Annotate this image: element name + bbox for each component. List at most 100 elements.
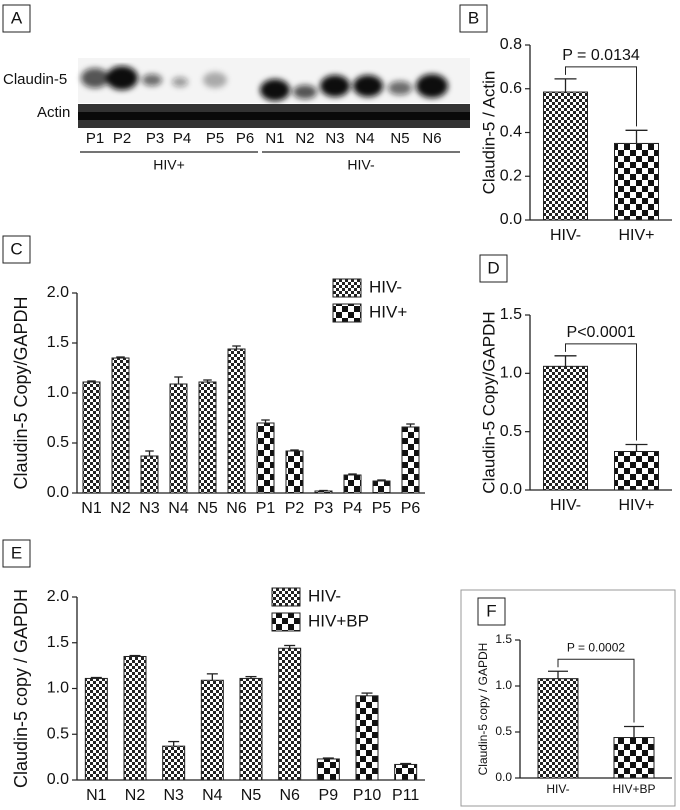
y-tick-label: 2.0	[47, 284, 69, 301]
error-bar	[168, 740, 180, 747]
x-tick-label: P3	[314, 500, 334, 517]
lane-label: P1	[86, 130, 104, 147]
x-tick-label: N3	[139, 500, 160, 517]
blot-bands	[81, 66, 448, 101]
panel-label: A	[11, 8, 23, 27]
p-value: P<0.0001	[567, 324, 636, 341]
error-bar	[624, 725, 644, 738]
panel-label-box	[2, 4, 31, 33]
x-tick-label: N2	[110, 500, 131, 517]
bar	[285, 450, 304, 494]
error-bar	[206, 673, 218, 681]
y-tick-label: 1.0	[500, 365, 522, 382]
x-tick-label: N1	[81, 500, 102, 517]
panel-label: D	[487, 258, 499, 277]
error-bar	[322, 757, 334, 759]
lane-label: N3	[325, 130, 344, 147]
x-tick-label: P9	[319, 787, 339, 804]
x-tick-label: P11	[392, 787, 419, 804]
legend-swatch	[332, 303, 362, 323]
error-bar	[348, 473, 357, 475]
row-label: Actin	[37, 104, 70, 121]
bar	[140, 455, 159, 494]
bar	[543, 365, 588, 491]
bar	[543, 91, 588, 221]
lane-label: P5	[206, 130, 224, 147]
error-bar	[400, 762, 412, 765]
y-axis-label: Claudin-5 copy / GAPDH	[11, 589, 31, 788]
bar	[314, 490, 333, 494]
lane-label: P3	[146, 130, 164, 147]
bar	[82, 381, 101, 494]
legend-swatch	[271, 612, 301, 632]
error-bar	[290, 449, 299, 451]
x-tick-label: P10	[353, 787, 382, 804]
y-tick-label: 2.0	[47, 588, 69, 605]
y-tick-label: 0.0	[47, 771, 69, 788]
x-tick-label: HIV+BP	[612, 782, 655, 796]
panel-label: C	[10, 239, 22, 258]
bar	[316, 758, 340, 781]
error-bar	[145, 450, 154, 456]
panel-label: E	[11, 543, 22, 562]
y-tick-label: 1.0	[495, 678, 512, 692]
bar	[162, 745, 186, 781]
x-tick-label: N5	[241, 787, 262, 804]
y-tick-label: 1.5	[495, 632, 512, 646]
bar	[198, 381, 217, 494]
bar	[343, 474, 362, 494]
error-bar	[554, 78, 577, 93]
panel-label-box	[2, 539, 31, 568]
x-tick-label: HIV-	[550, 227, 581, 244]
p-value: P = 0.0002	[567, 640, 625, 654]
panel-frame	[460, 589, 676, 807]
y-tick-label: 1.0	[47, 384, 69, 401]
lane-label: N2	[295, 130, 314, 147]
x-tick-label: P2	[285, 500, 305, 517]
panel-label-box	[477, 597, 506, 626]
bar	[355, 695, 379, 781]
x-tick-label: HIV+	[618, 227, 654, 244]
error-bar	[361, 692, 373, 696]
error-bar	[203, 379, 212, 382]
bar	[394, 763, 418, 781]
lane-label: P6	[236, 130, 254, 147]
row-label: Claudin-5	[3, 71, 67, 88]
error-bar	[116, 356, 125, 358]
panel-label-box	[459, 4, 488, 33]
error-bar	[406, 423, 415, 427]
error-bar	[554, 355, 577, 367]
lane-label: P2	[113, 130, 131, 147]
lane-label: N6	[422, 130, 441, 147]
y-tick-label: 0.5	[500, 423, 522, 440]
error-bar	[174, 376, 183, 384]
x-tick-label: N6	[226, 500, 247, 517]
y-tick-label: 0.0	[495, 770, 512, 784]
bar	[372, 480, 391, 494]
significance-bracket	[557, 658, 635, 723]
x-tick-label: N3	[163, 787, 184, 804]
y-axis-label: Claudin-5 Copy/GAPDH	[479, 311, 498, 493]
panel-label-box	[479, 254, 508, 283]
bar	[200, 679, 224, 781]
x-tick-label: N5	[197, 500, 218, 517]
bar	[84, 677, 108, 781]
bar	[614, 142, 659, 221]
bar	[278, 647, 302, 781]
error-bar	[90, 676, 102, 679]
bar	[614, 451, 659, 491]
lane-label: N4	[355, 130, 374, 147]
lane-label: P4	[173, 130, 191, 147]
significance-bracket	[565, 343, 637, 441]
x-tick-label: N4	[202, 787, 223, 804]
bar	[111, 357, 130, 494]
x-tick-label: P5	[372, 500, 392, 517]
error-bar	[87, 380, 96, 382]
error-bar	[245, 675, 257, 679]
significance-bracket	[565, 66, 637, 127]
bar	[613, 737, 655, 779]
lane-label: N5	[390, 130, 409, 147]
x-tick-label: HIV+	[618, 497, 654, 514]
blot-actin-band	[78, 112, 470, 120]
error-bar	[377, 479, 386, 481]
